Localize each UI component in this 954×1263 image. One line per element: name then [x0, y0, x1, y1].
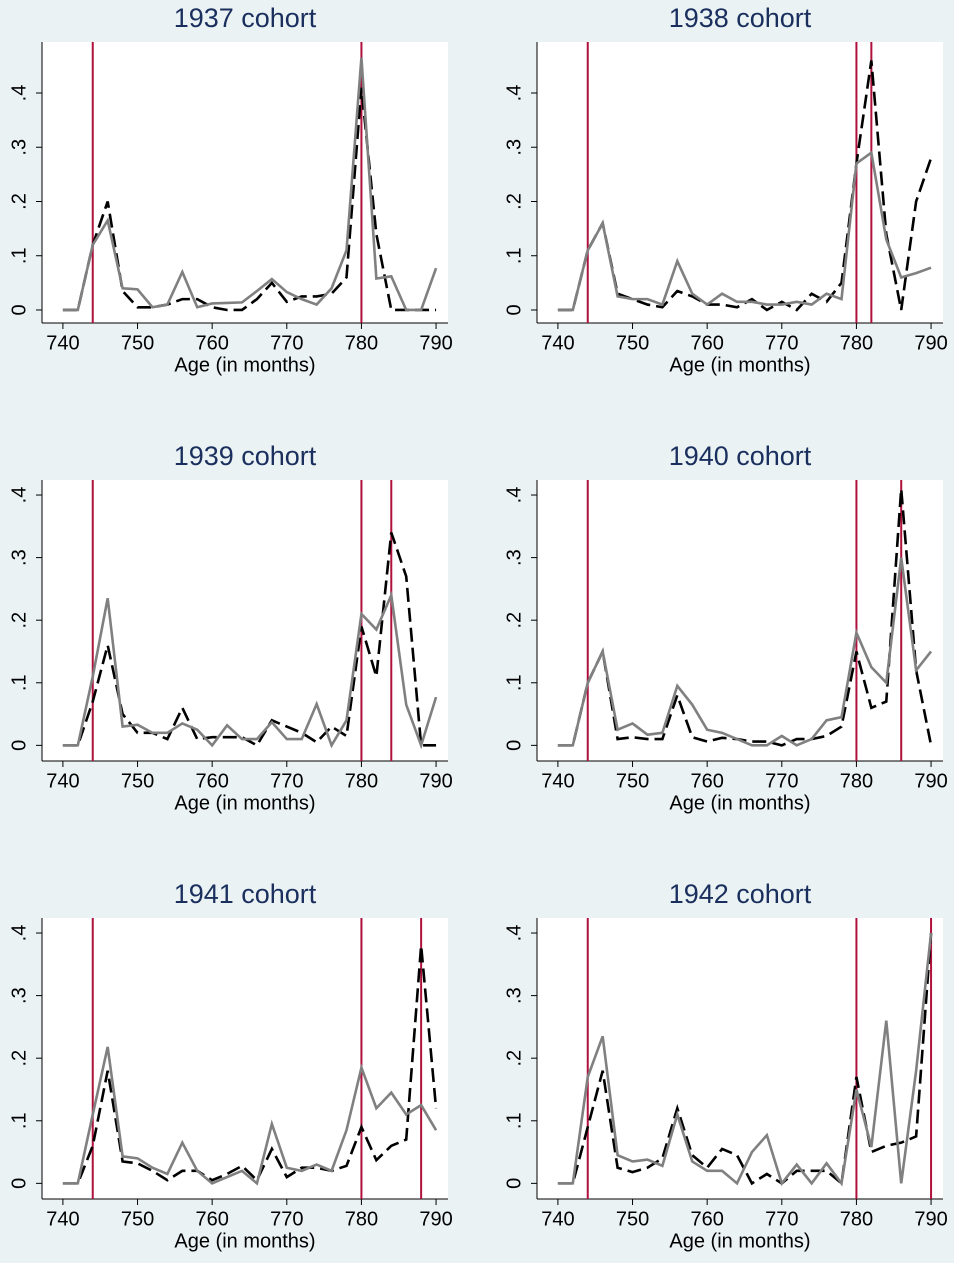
y-tick-label: 0	[503, 304, 525, 315]
x-tick-label: 780	[840, 1208, 873, 1230]
series-line	[62, 590, 438, 750]
x-tick-label: 770	[765, 1208, 798, 1230]
x-tick-label: 790	[914, 1208, 947, 1230]
x-tick-label: 770	[270, 332, 303, 354]
x-tick-label: 780	[345, 1208, 378, 1230]
x-tick-label: 770	[270, 1208, 303, 1230]
y-tick-label: .3	[8, 139, 30, 156]
x-tick-label: 760	[195, 1208, 228, 1230]
y-tick-label: .4	[503, 85, 525, 102]
x-tick-label: 740	[46, 332, 79, 354]
y-tick-label: .3	[8, 549, 30, 566]
x-tick-label: 770	[270, 770, 303, 792]
series-line	[62, 1046, 438, 1186]
x-tick-label: 780	[345, 770, 378, 792]
x-tick-label: 740	[541, 332, 574, 354]
x-tick-label: 760	[690, 332, 723, 354]
x-axis-label: Age (in months)	[669, 354, 810, 376]
y-tick-label: .2	[8, 1050, 30, 1067]
y-tick-label: .2	[8, 612, 30, 629]
y-tick-label: .3	[503, 987, 525, 1004]
y-tick-label: .2	[503, 1050, 525, 1067]
x-tick-label: 750	[121, 770, 154, 792]
series-line	[557, 932, 933, 1187]
x-tick-label: 750	[616, 1208, 649, 1230]
y-tick-label: 0	[8, 304, 30, 315]
chart-title: 1938 cohort	[669, 3, 812, 33]
y-tick-label: .2	[8, 193, 30, 210]
series-line	[557, 60, 933, 312]
y-tick-label: 0	[8, 740, 30, 751]
x-tick-label: 740	[46, 1208, 79, 1230]
y-tick-label: 0	[503, 1178, 525, 1189]
y-tick-label: .3	[503, 549, 525, 566]
x-tick-label: 760	[195, 332, 228, 354]
y-tick-label: .1	[8, 247, 30, 264]
x-tick-label: 770	[765, 332, 798, 354]
x-tick-label: 790	[914, 770, 947, 792]
series-line	[557, 557, 933, 747]
y-tick-label: .4	[8, 487, 30, 504]
x-axis-label: Age (in months)	[174, 354, 315, 376]
y-tick-label: 0	[8, 1178, 30, 1189]
plot-area	[42, 42, 448, 323]
chart-title: 1942 cohort	[669, 879, 812, 909]
x-axis-label: Age (in months)	[669, 1230, 810, 1252]
x-tick-label: 780	[840, 332, 873, 354]
x-tick-label: 750	[121, 332, 154, 354]
x-tick-label: 750	[616, 332, 649, 354]
x-tick-label: 750	[616, 770, 649, 792]
x-tick-label: 790	[419, 770, 452, 792]
x-tick-label: 760	[690, 1208, 723, 1230]
y-tick-label: .1	[503, 247, 525, 264]
x-tick-label: 780	[345, 332, 378, 354]
y-tick-label: .4	[503, 925, 525, 942]
series-line	[62, 57, 438, 312]
y-tick-label: .2	[503, 193, 525, 210]
y-tick-label: .1	[503, 1112, 525, 1129]
y-tick-label: .3	[8, 987, 30, 1004]
series-line	[62, 532, 437, 748]
y-tick-label: .4	[8, 85, 30, 102]
x-tick-label: 740	[541, 1208, 574, 1230]
x-tick-label: 740	[46, 770, 79, 792]
x-axis-label: Age (in months)	[174, 792, 315, 814]
x-tick-label: 790	[419, 332, 452, 354]
series-line	[557, 488, 933, 747]
series-line	[62, 945, 438, 1185]
series-line	[557, 150, 932, 312]
plot-area	[42, 918, 448, 1199]
chart-title: 1939 cohort	[174, 441, 317, 471]
y-tick-label: 0	[503, 740, 525, 751]
chart-title: 1937 cohort	[174, 3, 317, 33]
x-tick-label: 750	[121, 1208, 154, 1230]
y-tick-label: .2	[503, 612, 525, 629]
y-tick-label: .1	[8, 674, 30, 691]
series-line	[62, 87, 437, 312]
chart-title: 1940 cohort	[669, 441, 812, 471]
x-tick-label: 740	[541, 770, 574, 792]
plot-area	[537, 480, 943, 761]
chart-title: 1941 cohort	[174, 879, 317, 909]
x-axis-label: Age (in months)	[174, 1230, 315, 1252]
y-tick-label: .3	[503, 139, 525, 156]
x-tick-label: 770	[765, 770, 798, 792]
x-tick-label: 760	[690, 770, 723, 792]
y-tick-label: .1	[8, 1112, 30, 1129]
x-tick-label: 790	[914, 332, 947, 354]
y-tick-label: .1	[503, 674, 525, 691]
x-tick-label: 790	[419, 1208, 452, 1230]
x-tick-label: 760	[195, 770, 228, 792]
x-axis-label: Age (in months)	[669, 792, 810, 814]
y-tick-label: .4	[503, 487, 525, 504]
x-tick-label: 780	[840, 770, 873, 792]
y-tick-label: .4	[8, 925, 30, 942]
